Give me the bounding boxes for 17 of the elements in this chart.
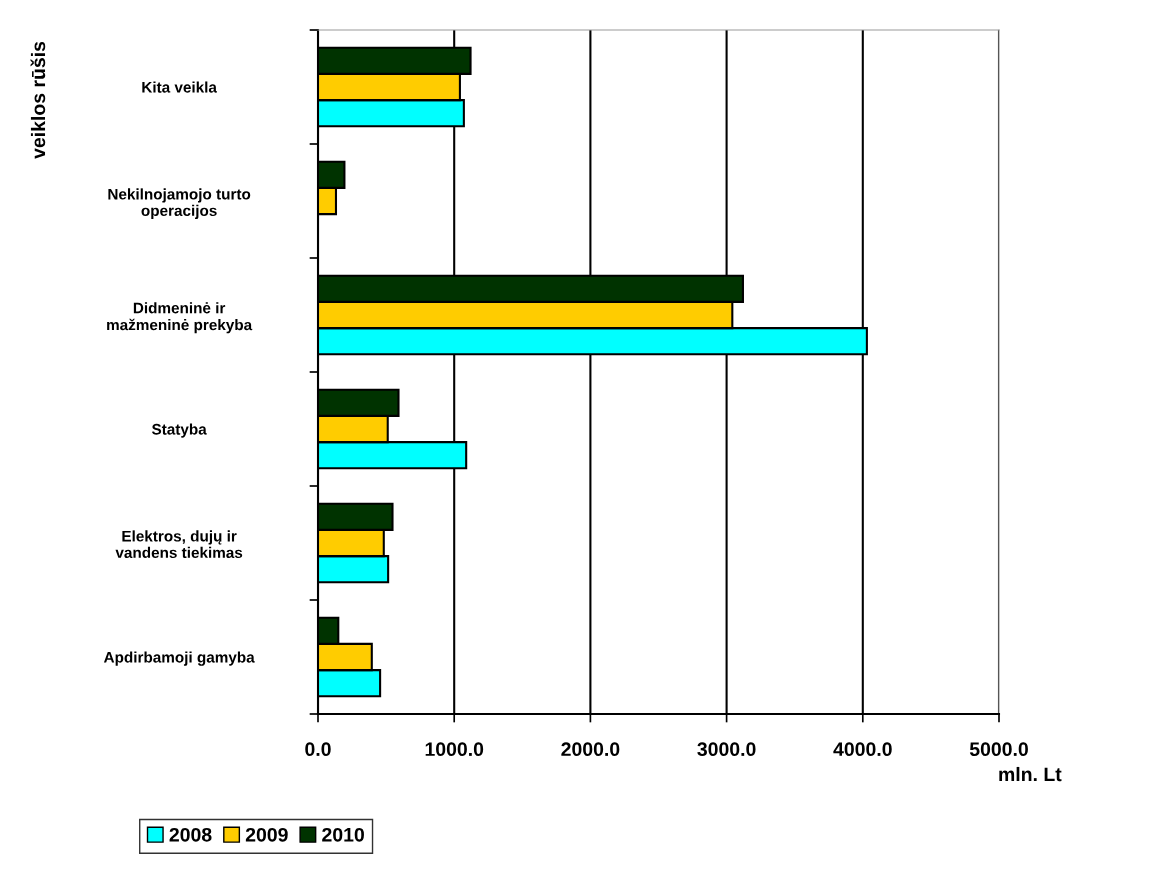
legend-label: 2009: [245, 827, 288, 842]
y-tick-label: Didmeninė ir mažmeninė prekyba: [107, 302, 253, 334]
x-tick-label: 4000.0: [833, 742, 892, 757]
y-tick-label: Apdirbamoji gamyba: [103, 651, 255, 666]
y-tick-label: Statyba: [151, 423, 207, 438]
x-tick-label: 1000.0: [425, 742, 484, 757]
x-tick-label: 5000.0: [969, 742, 1028, 757]
x-tick-label: 3000.0: [697, 742, 756, 757]
legend-label: 2008: [169, 827, 212, 842]
y-tick-label: Elektros, dujų ir vandens tiekimas: [115, 530, 243, 559]
y-tick-label: Kita veikla: [142, 81, 217, 93]
y-axis-title: veiklos rūšis: [30, 41, 46, 159]
x-tick-label: 0.0: [305, 742, 331, 757]
y-tick-label: Nekilnojamojo turto operacijos: [108, 188, 251, 220]
x-axis-title: mln. Lt: [999, 766, 1062, 782]
legend-label: 2010: [322, 827, 364, 842]
x-tick-label: 2000.0: [561, 742, 620, 757]
